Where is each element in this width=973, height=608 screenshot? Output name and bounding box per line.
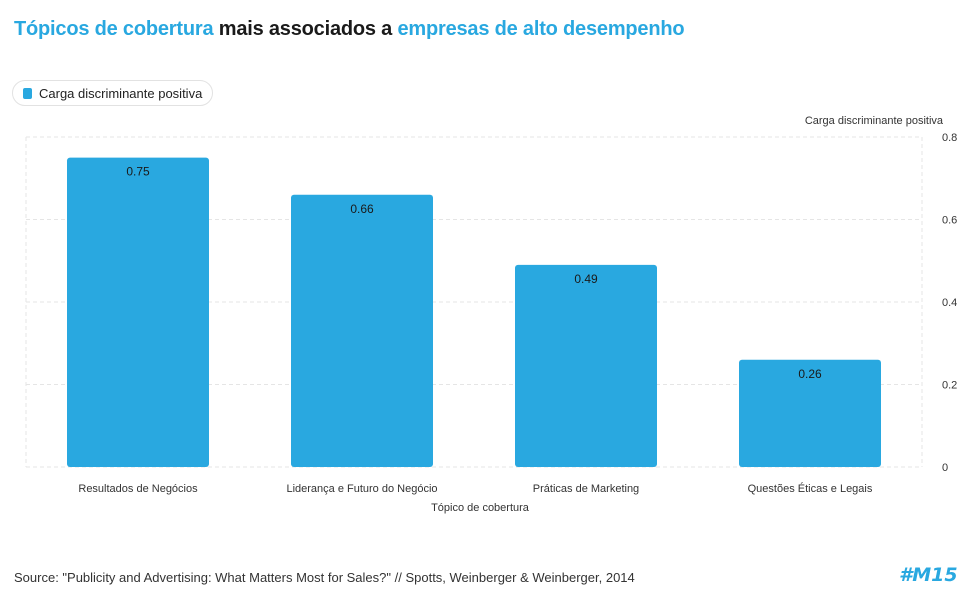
bar-chart: 0 0.2 0.4 0.6 0.8 0.75 Resultados de Negócios 0… [25, 115, 957, 514]
x-axis-title: Tópico de cobertura [431, 502, 530, 514]
y-tick-label: 0.4 [942, 297, 957, 309]
x-tick-label: Resultados de Negócios [78, 483, 198, 495]
y-axis-title: Carga discriminante positiva [805, 115, 944, 127]
chart-title: Tópicos de cobertura mais associados a e… [14, 18, 685, 41]
data-label: 0.75 [126, 165, 150, 179]
title-part-3: empresas de alto desempenho [397, 18, 685, 40]
legend-label: Carga discriminante positiva [39, 85, 203, 101]
brand-logo-icon: #M15 [899, 564, 957, 586]
bar[interactable] [291, 194, 433, 467]
data-label: 0.49 [574, 272, 598, 286]
logo-text: #M15 [899, 564, 957, 586]
bar[interactable] [739, 359, 881, 467]
title-part-2: mais associados a [213, 18, 398, 40]
legend-swatch [23, 87, 32, 99]
bar-layer [67, 157, 881, 467]
x-tick-label: Questões Éticas e Legais [748, 482, 873, 495]
y-tick-label: 0 [942, 462, 948, 474]
data-label: 0.66 [350, 202, 374, 216]
x-tick-label: Liderança e Futuro do Negócio [286, 483, 437, 495]
legend[interactable]: Carga discriminante positiva [12, 80, 214, 106]
y-tick-label: 0.6 [942, 215, 957, 227]
label-layer: 0 0.2 0.4 0.6 0.8 0.75 Resultados de Negócios 0… [78, 132, 957, 495]
x-tick-label: Práticas de Marketing [533, 483, 639, 495]
y-tick-label: 0.2 [942, 380, 957, 392]
title-part-1: Tópicos de cobertura [14, 18, 214, 40]
bar[interactable] [515, 264, 657, 467]
bar[interactable] [67, 157, 209, 467]
data-label: 0.26 [798, 367, 822, 381]
y-tick-label: 0.8 [942, 132, 957, 144]
source-note: Source: "Publicity and Advertising: What… [14, 570, 635, 585]
